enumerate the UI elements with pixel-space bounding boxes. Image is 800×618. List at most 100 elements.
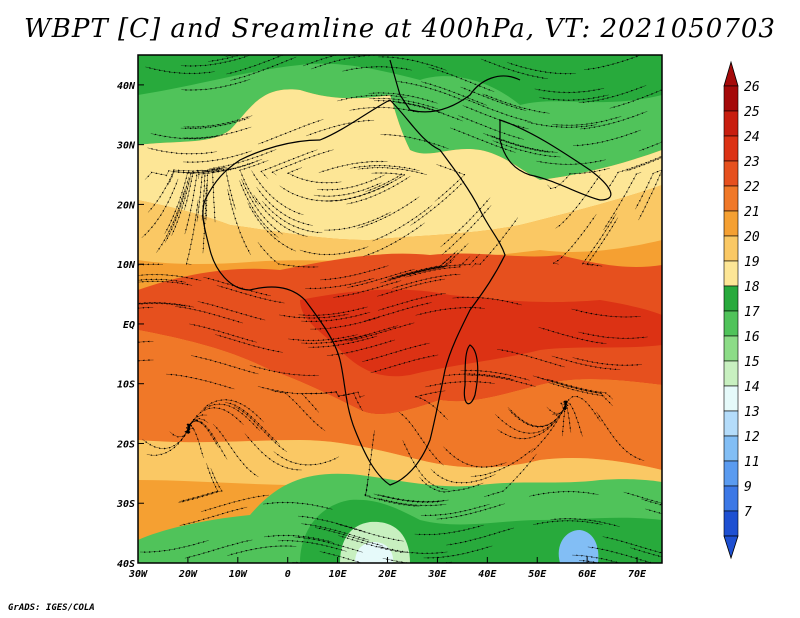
streamline — [166, 373, 235, 390]
streamline — [572, 129, 641, 147]
streamline — [333, 280, 402, 298]
lon-tick-label: 50E — [528, 569, 547, 580]
lon-tick-label: 30E — [427, 569, 447, 580]
streamline — [460, 369, 530, 381]
streamline — [572, 554, 637, 563]
lon-tick-label: 70E — [628, 569, 647, 580]
streamline — [247, 202, 297, 252]
streamline — [138, 340, 154, 354]
streamline — [444, 373, 514, 380]
streamline — [532, 519, 603, 525]
streamline — [190, 355, 259, 375]
streamline — [402, 440, 448, 490]
streamline — [550, 517, 620, 527]
lat-tick-label: 10S — [117, 380, 135, 391]
streamline — [423, 545, 493, 559]
streamline — [571, 308, 641, 318]
streamline — [380, 133, 449, 150]
streamline — [582, 213, 617, 266]
streamline — [337, 94, 407, 102]
lon-tick-label: 30W — [128, 569, 148, 580]
lat-tick-label: 30N — [116, 141, 136, 152]
lon-tick-label: 10E — [329, 569, 348, 580]
streamline — [379, 494, 449, 503]
streamline — [532, 375, 601, 394]
streamline — [301, 523, 370, 541]
colorbar-label: 15 — [744, 355, 760, 370]
lon-tick-label: 40E — [478, 569, 497, 580]
streamline — [202, 398, 264, 423]
streamlines — [138, 55, 662, 563]
streamline — [405, 256, 471, 278]
colorbar-swatch — [723, 410, 739, 437]
streamline — [249, 365, 319, 377]
colorbar-label: 19 — [744, 255, 760, 270]
streamline — [357, 166, 428, 176]
streamline — [458, 115, 524, 140]
colorbar-swatch — [723, 235, 739, 262]
streamline — [436, 503, 505, 520]
streamline — [555, 174, 601, 229]
lat-tick-label: 30S — [116, 499, 135, 510]
streamline — [138, 273, 202, 281]
colorbar-label: 21 — [744, 205, 760, 220]
streamline — [138, 302, 187, 308]
longitude-axis: 30W 20W 10W 0 10E 20E 30E 40E 50E 60E 70E — [128, 557, 647, 580]
streamline — [182, 126, 252, 140]
streamline — [641, 498, 662, 513]
lat-tick-label: 20N — [116, 200, 136, 211]
colorbar-top-arrow — [723, 60, 739, 87]
colorbar-swatch — [723, 135, 739, 162]
streamline — [138, 302, 139, 303]
streamline — [635, 55, 662, 57]
streamline — [362, 342, 430, 362]
streamline — [189, 323, 257, 343]
streamline — [572, 357, 642, 367]
streamline — [244, 433, 302, 471]
streamline — [547, 168, 610, 190]
streamline — [372, 204, 433, 242]
colorbar-swatch — [723, 110, 739, 137]
streamline — [292, 561, 357, 563]
streamline — [471, 217, 518, 268]
streamline — [263, 534, 334, 543]
lon-tick-label: 10W — [229, 569, 248, 580]
colorbar-swatch — [723, 310, 739, 337]
colorbar-label: 20 — [744, 230, 760, 245]
streamline — [635, 163, 662, 210]
colorbar-swatch — [723, 460, 739, 487]
streamline — [446, 527, 515, 546]
wbpt-field — [138, 55, 662, 563]
streamline — [138, 263, 164, 274]
colorbar-swatch — [723, 360, 739, 387]
streamline — [552, 116, 622, 127]
streamline — [183, 150, 252, 164]
streamline — [186, 199, 199, 265]
streamline — [596, 411, 645, 461]
lat-tick-label: 40N — [117, 81, 136, 92]
streamline — [200, 494, 269, 512]
streamline — [602, 536, 662, 555]
colorbar-swatch — [723, 160, 739, 187]
streamline — [225, 55, 288, 57]
streamline — [257, 386, 320, 413]
streamline — [395, 101, 463, 122]
streamline — [382, 557, 453, 563]
streamline — [497, 349, 565, 368]
streamline — [428, 66, 495, 92]
streamline — [302, 55, 367, 67]
streamline — [443, 446, 507, 468]
streamline — [415, 390, 449, 421]
colorbar-swatch — [723, 85, 739, 112]
streamline — [430, 468, 496, 484]
colorbar-label: 17 — [744, 305, 760, 320]
colorbar-swatch — [723, 260, 739, 287]
streamline — [181, 79, 251, 91]
streamline — [263, 501, 333, 510]
streamline — [638, 127, 662, 152]
streamline — [260, 149, 318, 179]
streamline — [319, 551, 384, 563]
coastlines — [202, 59, 612, 486]
colorbar-label: 16 — [744, 330, 760, 345]
lon-tick-label: 20W — [178, 569, 198, 580]
